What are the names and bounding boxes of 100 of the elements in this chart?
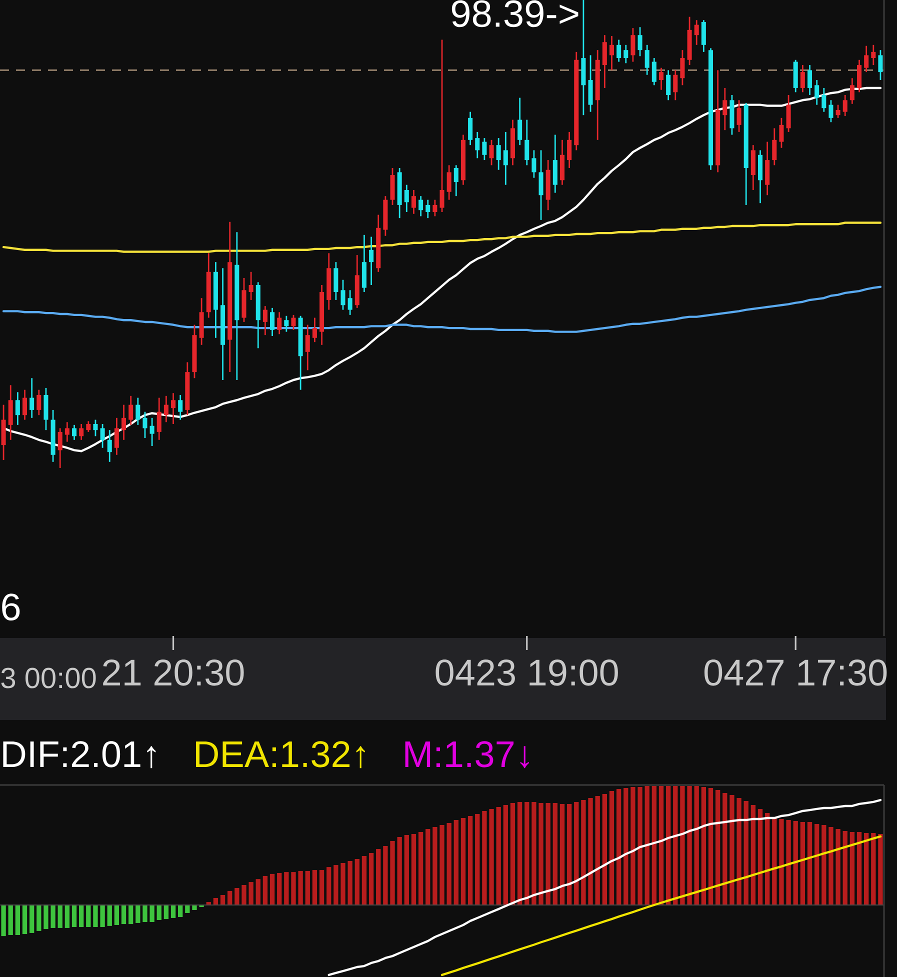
- annotation: 98.39->: [452, 0, 578, 28]
- candlestick: [30, 377, 34, 419]
- bar: [524, 802, 530, 906]
- candlestick: [284, 315, 289, 332]
- bar: [312, 870, 318, 906]
- bar: [192, 905, 197, 910]
- bar: [298, 870, 303, 906]
- candlestick: [291, 314, 296, 331]
- bar: [652, 786, 657, 906]
- bar: [595, 796, 600, 906]
- candlestick: [864, 45, 869, 73]
- bar: [708, 788, 714, 906]
- bar: [72, 905, 77, 928]
- candlestick: [518, 97, 522, 146]
- bar: [772, 817, 777, 906]
- candlestick: [736, 99, 742, 133]
- text: DIF:2.01↑: [3, 741, 156, 768]
- bar: [354, 858, 360, 906]
- bar: [411, 834, 416, 906]
- bar: [744, 800, 748, 906]
- bar: [22, 905, 28, 934]
- bar: [454, 820, 458, 906]
- bar: [687, 786, 692, 906]
- bar: [114, 905, 120, 925]
- bar: [86, 905, 91, 928]
- series-label: M:1.37↓: [405, 741, 529, 768]
- candlestick: [72, 424, 77, 441]
- candlestick: [142, 411, 148, 439]
- bar: [142, 905, 148, 922]
- candlestick: [638, 26, 642, 57]
- candlestick: [418, 195, 424, 217]
- bar: [658, 786, 664, 906]
- bar: [432, 827, 438, 906]
- bar: [750, 805, 756, 906]
- candlestick: [36, 389, 42, 416]
- candlestick: [694, 19, 699, 46]
- bar: [156, 905, 162, 920]
- bar: [602, 794, 607, 906]
- bar: [340, 862, 346, 906]
- candlestick: [779, 117, 784, 149]
- bar: [828, 827, 834, 906]
- candlestick: [277, 311, 282, 335]
- candlestick: [178, 394, 183, 420]
- candlestick: [348, 289, 352, 316]
- bar: [694, 786, 699, 906]
- candlestick: [503, 131, 508, 186]
- bar: [460, 818, 466, 906]
- bar: [376, 848, 381, 906]
- bar: [532, 802, 536, 906]
- bar: [15, 905, 20, 935]
- bar: [482, 810, 487, 906]
- text: 3 00:00: [1, 668, 96, 688]
- bar: [680, 786, 685, 906]
- candlestick: [305, 324, 310, 371]
- bar: [630, 786, 636, 906]
- x-tick-label: 0423 19:00: [436, 660, 618, 686]
- candlestick: [128, 395, 134, 426]
- bar: [581, 800, 586, 906]
- bar: [383, 846, 388, 906]
- bar: [864, 833, 869, 906]
- candlestick: [680, 49, 685, 86]
- bar: [291, 872, 296, 906]
- bar: [517, 802, 522, 906]
- candlestick: [122, 404, 126, 441]
- candlestick: [340, 279, 346, 310]
- candlestick: [786, 94, 791, 133]
- bar: [850, 832, 855, 906]
- candlestick: [334, 261, 338, 301]
- candlestick: [270, 307, 275, 337]
- candlestick: [100, 423, 105, 449]
- candlestick: [262, 305, 268, 336]
- bar: [185, 905, 190, 913]
- bar: [779, 818, 784, 906]
- candlestick: [658, 67, 664, 91]
- bar: [305, 870, 310, 906]
- bar: [616, 788, 622, 906]
- candlestick: [93, 419, 98, 437]
- candlestick: [722, 87, 728, 131]
- candlestick: [630, 27, 636, 62]
- bar: [496, 806, 501, 906]
- bar: [234, 888, 240, 906]
- bar: [673, 786, 678, 906]
- bar: [552, 803, 558, 906]
- candlestick: [440, 39, 444, 213]
- bar: [36, 905, 42, 931]
- bar: [736, 798, 742, 906]
- candlestick: [454, 164, 458, 197]
- bar: [100, 905, 105, 928]
- bar: [588, 798, 593, 906]
- candlestick: [532, 150, 536, 179]
- text: 6: [2, 594, 20, 620]
- candlestick: [772, 128, 777, 166]
- bar: [807, 822, 812, 906]
- candlestick: [15, 391, 20, 426]
- candlestick: [609, 35, 614, 71]
- bar: [256, 879, 260, 906]
- bar: [842, 830, 848, 906]
- candlestick: [114, 417, 119, 456]
- bar: [814, 824, 820, 906]
- candlestick: [856, 59, 862, 93]
